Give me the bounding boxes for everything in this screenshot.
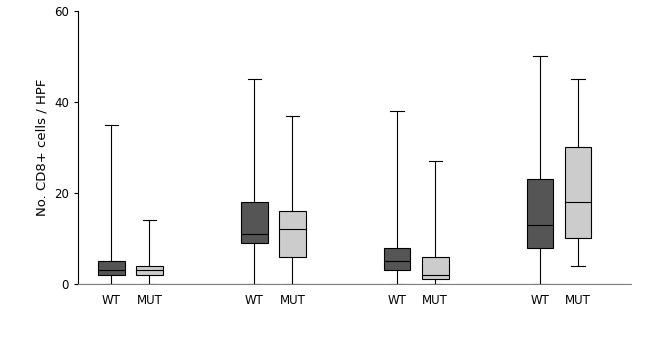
PathPatch shape — [241, 202, 268, 243]
PathPatch shape — [384, 248, 410, 270]
PathPatch shape — [98, 261, 125, 275]
PathPatch shape — [422, 257, 448, 280]
PathPatch shape — [136, 266, 162, 275]
Y-axis label: No. CD8+ cells / HPF: No. CD8+ cells / HPF — [36, 79, 49, 216]
PathPatch shape — [279, 211, 306, 257]
PathPatch shape — [526, 179, 553, 248]
PathPatch shape — [565, 147, 592, 238]
